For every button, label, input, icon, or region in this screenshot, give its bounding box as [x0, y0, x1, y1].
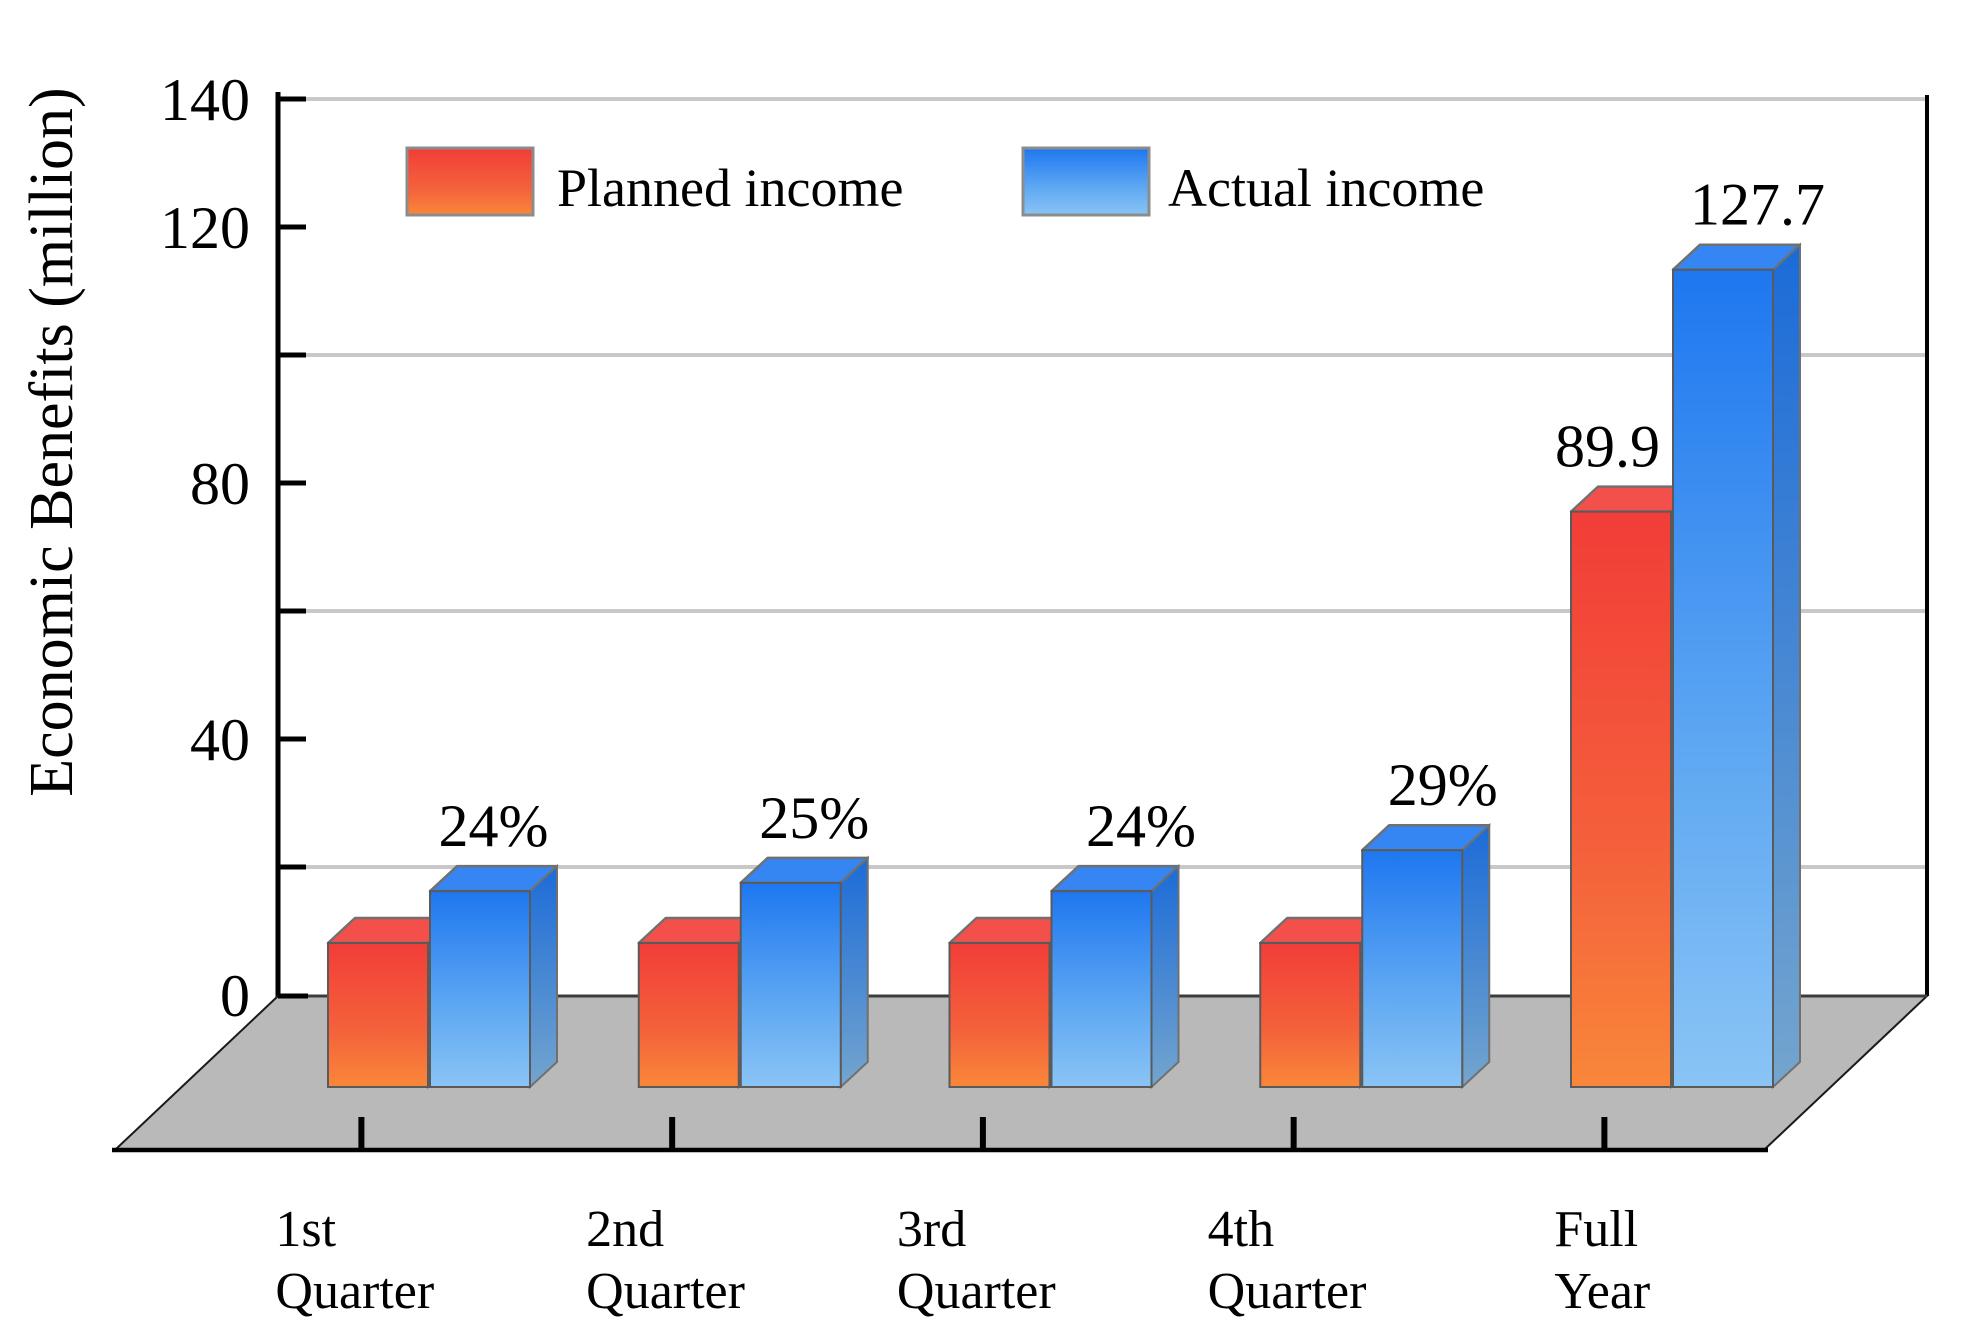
bar-front-face [1259, 942, 1362, 1088]
value-label-25%: 25% [759, 785, 869, 851]
bar-front-face [1672, 268, 1774, 1089]
x-label-2-line1: 2nd [586, 1201, 664, 1258]
bar-side-face [529, 863, 558, 1090]
y-axis-tick-labels: 0 40 80 120 140 [160, 67, 250, 1029]
y-axis-ticks [280, 96, 306, 870]
x-axis-category-labels: 1stQuarter2ndQuarter3rdQuarter4thQuarter… [275, 1201, 1650, 1320]
bar-front-face [1570, 510, 1672, 1088]
bar-front-face [1050, 890, 1153, 1088]
bar-actual-5 [1671, 242, 1802, 1090]
x-label-2-line2: Quarter [586, 1263, 745, 1320]
legend-label-actual-income: Actual income [1168, 158, 1484, 218]
y-tick-label-40: 40 [190, 707, 250, 773]
bar-actual-1 [428, 863, 559, 1090]
bar-front-face [637, 942, 740, 1088]
value-label-24%: 24% [1086, 793, 1196, 859]
bar-front-face [1361, 849, 1464, 1089]
bar-side-face [1461, 822, 1491, 1090]
y-tick-label-140: 140 [160, 67, 250, 133]
bar-front-face [948, 942, 1051, 1088]
value-label-29%: 29% [1388, 752, 1498, 818]
bar-value-labels: 24% 25% 24% 29% 89.9 127.7 [439, 172, 1825, 859]
value-label-127.7: 127.7 [1690, 172, 1825, 238]
y-tick-label-120: 120 [160, 195, 250, 261]
bar-front-face [327, 942, 429, 1088]
bar-actual-3 [1050, 863, 1180, 1090]
x-label-3-line2: Quarter [897, 1263, 1056, 1320]
y-tick-label-0: 0 [220, 963, 250, 1029]
y-axis-title: Economic Benefits (million) [18, 87, 86, 796]
x-label-4-line2: Quarter [1208, 1263, 1367, 1320]
x-label-4-line1: 4th [1208, 1201, 1274, 1258]
x-label-1-line2: Quarter [275, 1263, 434, 1320]
bar-side-face [1772, 242, 1801, 1090]
axes-frame [275, 92, 1929, 997]
legend-swatch-planned-income [405, 146, 535, 217]
bar-actual-4 [1361, 822, 1491, 1090]
x-label-5-line2: Year [1554, 1263, 1650, 1320]
legend: Planned income Actual income [405, 146, 1484, 218]
bar-side-face [1150, 863, 1180, 1090]
x-axis-ticks [358, 1117, 1608, 1152]
bar-front-face [429, 890, 531, 1088]
value-label-24%: 24% [439, 793, 549, 859]
value-label-89.9: 89.9 [1555, 414, 1660, 480]
x-label-5-line1: Full [1554, 1201, 1638, 1258]
bar-actual-2 [739, 855, 869, 1090]
legend-label-planned-income: Planned income [557, 158, 903, 218]
x-label-3-line1: 3rd [897, 1201, 966, 1258]
legend-swatch-actual-income [1021, 146, 1151, 217]
y-tick-label-80: 80 [190, 451, 250, 517]
x-label-1-line1: 1st [275, 1201, 336, 1258]
bar-front-face [739, 881, 842, 1089]
bar-side-face [839, 855, 869, 1090]
bars [326, 242, 1802, 1090]
